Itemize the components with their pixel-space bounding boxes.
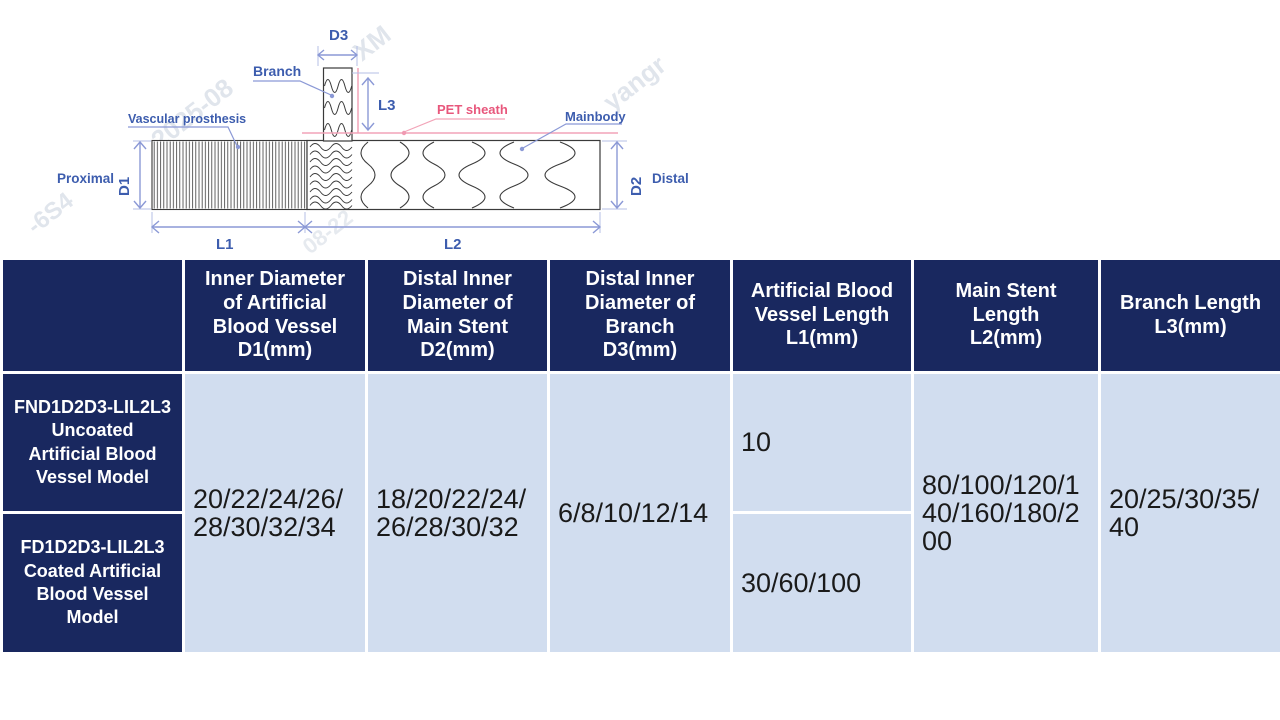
col-header-d1: Inner Diameter of Artificial Blood Vesse… bbox=[182, 257, 368, 374]
pet-sheath-line bbox=[302, 68, 618, 134]
watermark-text: XM bbox=[347, 19, 396, 67]
stent-waves bbox=[360, 141, 576, 209]
vascular-prosthesis-graft bbox=[151, 139, 308, 211]
d1-label: D1 bbox=[116, 177, 133, 196]
branch-stent bbox=[322, 67, 353, 142]
col-header-l3: Branch Length L3(mm) bbox=[1098, 257, 1280, 374]
header-row: Inner Diameter of Artificial Blood Vesse… bbox=[0, 257, 1280, 374]
table-row-uncoated: FND1D2D3-LIL2L3 Uncoated Artificial Bloo… bbox=[0, 371, 1280, 655]
l2-label: L2 bbox=[444, 236, 462, 253]
cell-d3-values: 6/8/10/12/14 bbox=[547, 371, 733, 655]
pet-sheath-label: PET sheath bbox=[437, 102, 508, 117]
l3-label: L3 bbox=[378, 97, 396, 114]
dimension-d3 bbox=[316, 49, 359, 61]
cell-l1-uncoated: 10 bbox=[730, 371, 914, 514]
dimension-l3 bbox=[361, 76, 375, 132]
row-header-uncoated-model: FND1D2D3-LIL2L3 Uncoated Artificial Bloo… bbox=[0, 371, 185, 514]
mainbody-label: Mainbody bbox=[565, 109, 626, 124]
cell-d1-values: 20/22/24/26/28/30/32/34 bbox=[182, 371, 368, 655]
watermark-text: -6S4 bbox=[22, 187, 79, 240]
col-header-d3: Distal Inner Diameter of Branch D3(mm) bbox=[547, 257, 733, 374]
spec-table: Inner Diameter of Artificial Blood Vesse… bbox=[0, 257, 1280, 655]
stent-diagram: 2025-08 XM yangr -6S4 08-22 bbox=[0, 0, 720, 259]
vascular-prosthesis-label: Vascular prosthesis bbox=[128, 112, 246, 126]
cell-l3-values: 20/25/30/35/40 bbox=[1098, 371, 1280, 655]
dimension-l2 bbox=[305, 220, 602, 234]
dimension-l1 bbox=[150, 220, 313, 234]
cell-d2-values: 18/20/22/24/26/28/30/32 bbox=[365, 371, 550, 655]
col-header-l1: Artificial Blood Vessel Length L1(mm) bbox=[730, 257, 914, 374]
table-row-coated: FD1D2D3-LIL2L3 Coated Artificial Blood V… bbox=[0, 511, 1280, 655]
d3-label: D3 bbox=[329, 27, 348, 44]
leader-lines bbox=[128, 80, 622, 152]
distal-label: Distal bbox=[652, 171, 689, 186]
cell-l1-coated: 30/60/100 bbox=[730, 511, 914, 655]
coil-section bbox=[309, 143, 353, 210]
cell-l2-values: 80/100/120/140/160/180/200 bbox=[911, 371, 1101, 655]
mainbody-stent bbox=[306, 139, 601, 211]
row-header-coated-model: FD1D2D3-LIL2L3 Coated Artificial Blood V… bbox=[0, 511, 185, 655]
dimension-lines bbox=[133, 49, 624, 234]
diagram-labels: Branch D3 L3 PET sheath Mainbody Vascula… bbox=[57, 27, 689, 253]
watermark-text: 08-22 bbox=[298, 205, 358, 257]
stent-diagram-svg: 2025-08 XM yangr -6S4 08-22 bbox=[22, 19, 689, 259]
dimension-d2 bbox=[610, 140, 624, 210]
corner-cell bbox=[0, 257, 185, 374]
col-header-l2: Main Stent Length L2(mm) bbox=[911, 257, 1101, 374]
watermark-text: yangr bbox=[597, 49, 671, 116]
branch-label: Branch bbox=[253, 63, 301, 79]
l1-label: L1 bbox=[216, 236, 234, 253]
proximal-label: Proximal bbox=[57, 171, 114, 186]
extension-lines bbox=[133, 46, 627, 233]
dimension-d1 bbox=[133, 140, 147, 210]
col-header-d2: Distal Inner Diameter of Main Stent D2(m… bbox=[365, 257, 550, 374]
d2-label: D2 bbox=[628, 177, 645, 196]
